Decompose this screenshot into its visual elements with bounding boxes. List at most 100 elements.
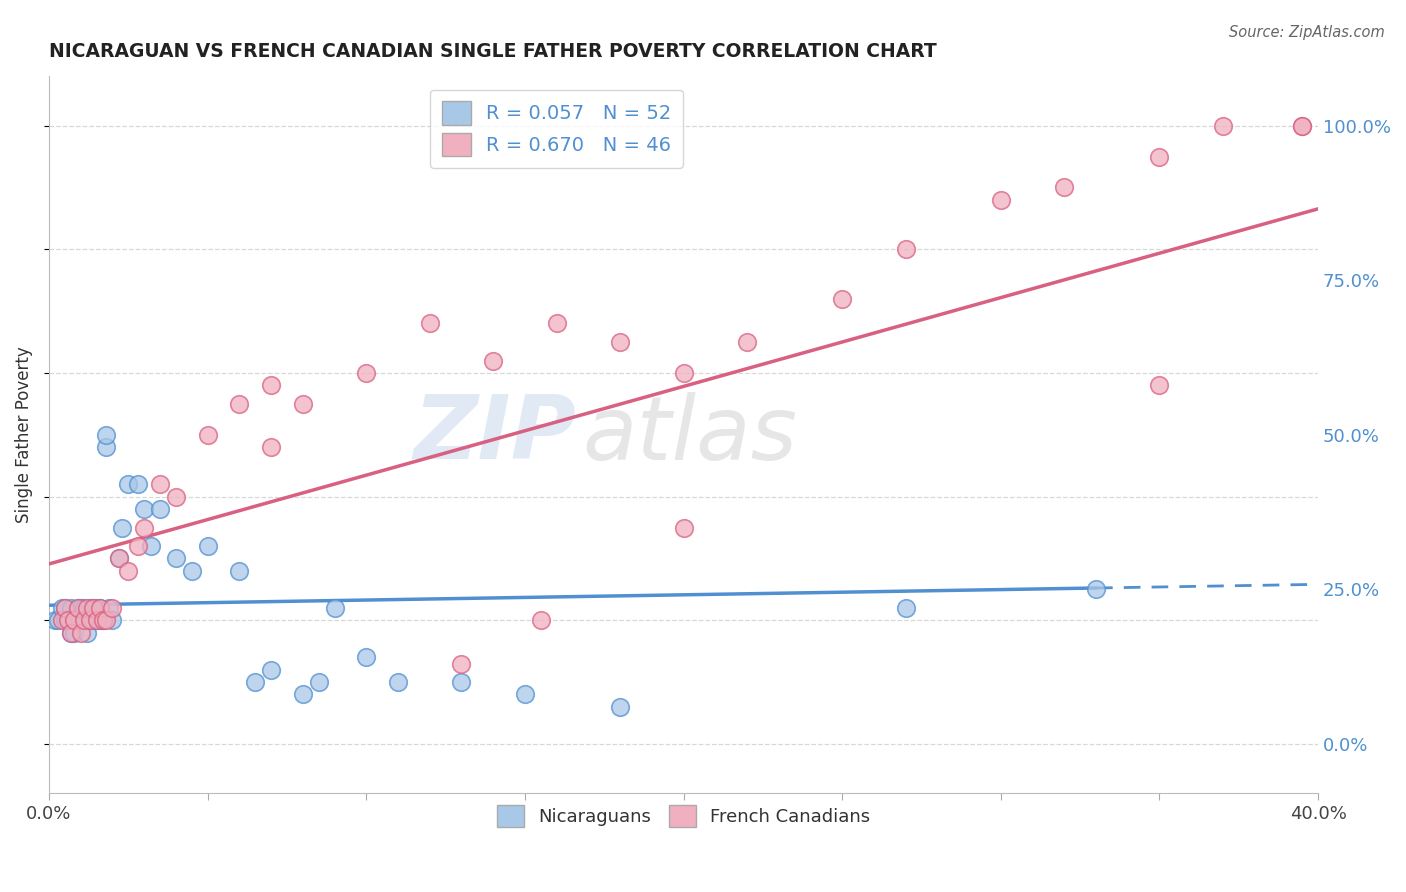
Point <box>51 613 73 627</box>
Text: atlas: atlas <box>582 392 797 478</box>
Point <box>260 378 283 392</box>
Legend: Nicaraguans, French Canadians: Nicaraguans, French Canadians <box>489 798 877 835</box>
Point <box>831 292 853 306</box>
Point <box>260 663 283 677</box>
Point <box>450 657 472 671</box>
Point <box>66 613 89 627</box>
Point <box>44 613 66 627</box>
Point <box>91 613 114 627</box>
Point <box>990 193 1012 207</box>
Point <box>134 502 156 516</box>
Point <box>60 625 83 640</box>
Point <box>91 613 114 627</box>
Point <box>609 699 631 714</box>
Point <box>127 477 149 491</box>
Point <box>101 600 124 615</box>
Point <box>76 625 98 640</box>
Point <box>60 625 83 640</box>
Point <box>117 477 139 491</box>
Point <box>672 366 695 380</box>
Point <box>76 613 98 627</box>
Point <box>134 520 156 534</box>
Point <box>149 477 172 491</box>
Point <box>63 613 86 627</box>
Point <box>482 353 505 368</box>
Point <box>66 600 89 615</box>
Point <box>51 600 73 615</box>
Point <box>1291 119 1313 133</box>
Point <box>308 675 330 690</box>
Point <box>94 440 117 454</box>
Point <box>86 613 108 627</box>
Point <box>1212 119 1234 133</box>
Point <box>356 650 378 665</box>
Point <box>79 600 101 615</box>
Point <box>60 600 83 615</box>
Point <box>86 600 108 615</box>
Text: NICARAGUAN VS FRENCH CANADIAN SINGLE FATHER POVERTY CORRELATION CHART: NICARAGUAN VS FRENCH CANADIAN SINGLE FAT… <box>49 42 936 61</box>
Point <box>291 397 314 411</box>
Point <box>450 675 472 690</box>
Point <box>1149 150 1171 164</box>
Point <box>94 613 117 627</box>
Point <box>66 600 89 615</box>
Point <box>69 600 91 615</box>
Point <box>387 675 409 690</box>
Point <box>82 613 104 627</box>
Point <box>69 625 91 640</box>
Point <box>165 551 187 566</box>
Point <box>73 600 96 615</box>
Point <box>609 334 631 349</box>
Point <box>1053 180 1076 194</box>
Point <box>139 539 162 553</box>
Point <box>56 613 79 627</box>
Point <box>73 613 96 627</box>
Y-axis label: Single Father Poverty: Single Father Poverty <box>15 346 32 523</box>
Point <box>180 564 202 578</box>
Point <box>260 440 283 454</box>
Point <box>107 551 129 566</box>
Point <box>69 613 91 627</box>
Point <box>82 600 104 615</box>
Point <box>94 427 117 442</box>
Point <box>117 564 139 578</box>
Point <box>894 600 917 615</box>
Point <box>101 613 124 627</box>
Point <box>356 366 378 380</box>
Point <box>76 600 98 615</box>
Point <box>1291 119 1313 133</box>
Point <box>197 427 219 442</box>
Point <box>53 600 76 615</box>
Point <box>530 613 553 627</box>
Point <box>63 613 86 627</box>
Point <box>1149 378 1171 392</box>
Point <box>79 613 101 627</box>
Text: Source: ZipAtlas.com: Source: ZipAtlas.com <box>1229 25 1385 40</box>
Point <box>89 600 111 615</box>
Point <box>228 564 250 578</box>
Point <box>48 613 70 627</box>
Point <box>86 613 108 627</box>
Point <box>56 613 79 627</box>
Point <box>419 317 441 331</box>
Point <box>111 520 134 534</box>
Point <box>672 520 695 534</box>
Point <box>245 675 267 690</box>
Point <box>1085 582 1108 597</box>
Point <box>63 625 86 640</box>
Point <box>89 613 111 627</box>
Point <box>165 490 187 504</box>
Point <box>735 334 758 349</box>
Point <box>894 242 917 256</box>
Point <box>513 688 536 702</box>
Text: ZIP: ZIP <box>413 392 575 478</box>
Point <box>323 600 346 615</box>
Point <box>197 539 219 553</box>
Point <box>149 502 172 516</box>
Point <box>546 317 568 331</box>
Point <box>89 600 111 615</box>
Point <box>82 600 104 615</box>
Point <box>53 613 76 627</box>
Point <box>127 539 149 553</box>
Point <box>291 688 314 702</box>
